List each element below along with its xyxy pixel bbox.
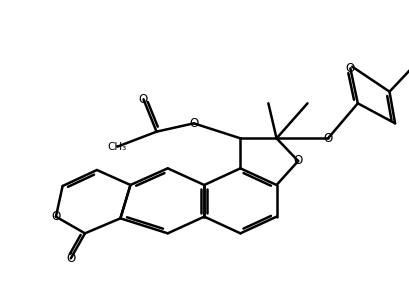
Text: O: O: [66, 252, 75, 265]
Text: CH₃: CH₃: [108, 142, 127, 152]
Text: O: O: [345, 62, 354, 75]
Text: O: O: [323, 132, 332, 145]
Text: O: O: [139, 93, 148, 106]
Text: O: O: [51, 210, 61, 223]
Text: O: O: [189, 117, 198, 130]
Text: O: O: [293, 155, 302, 168]
